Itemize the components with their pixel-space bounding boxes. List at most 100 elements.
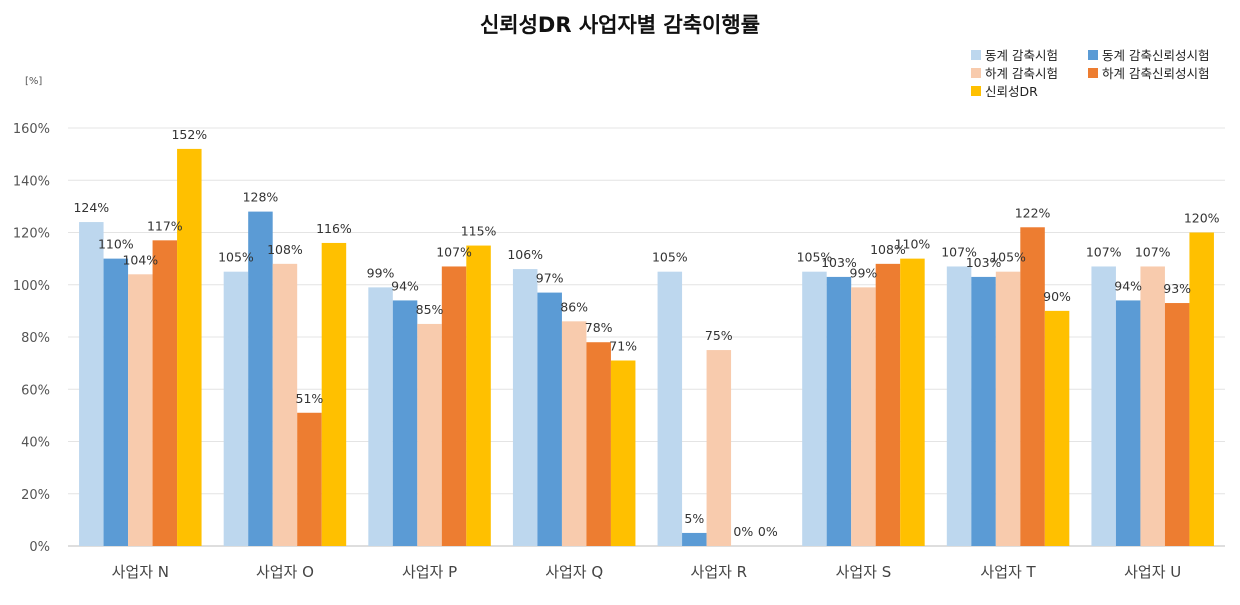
data-label: 120% [1184,211,1220,226]
x-axis-categories: 사업자 N 사업자 O 사업자 P 사업자 Q 사업자 R 사업자 S 사업자 T 사업자 U [112,563,1182,581]
data-label: 86% [560,299,588,314]
bar [297,412,322,546]
bar [512,269,538,546]
data-label: 0% [733,524,753,539]
data-label: 107% [436,244,472,259]
y-tick-label: 160% [13,122,50,137]
data-label: 94% [391,278,419,293]
y-tick-label: 0% [29,540,50,555]
data-label: 103% [966,255,1002,270]
data-label: 107% [1135,244,1171,259]
data-label: 99% [850,265,878,280]
y-tick-label: 100% [13,279,50,294]
data-label: 105% [218,250,254,265]
bar [248,211,273,546]
x-category-label: 사업자 R [691,563,748,581]
bar [321,242,347,546]
data-label: 5% [684,511,704,526]
bar [875,263,901,546]
x-category-label: 사업자 U [1124,563,1181,581]
data-label: 110% [98,237,134,252]
x-category-label: 사업자 O [256,563,314,581]
data-label: 0% [758,524,778,539]
legend-swatch [971,86,981,96]
x-category-label: 사업자 T [980,563,1036,581]
data-label: 85% [416,302,444,317]
data-label: 124% [73,200,109,215]
data-label: 105% [990,250,1026,265]
data-labels: 124%110%104%117%152%105%128%108%51%116%9… [73,127,1219,539]
data-label: 105% [797,250,833,265]
bar [177,148,202,546]
bar [995,271,1021,546]
data-label: 152% [171,127,207,142]
data-label: 108% [267,242,303,257]
bars [79,148,1214,547]
bar [152,240,178,546]
bar [1140,266,1165,546]
bar [851,287,876,546]
bar [1020,227,1045,546]
bar [826,276,852,546]
bar [971,276,996,546]
data-label: 90% [1043,289,1071,304]
data-label: 99% [367,265,395,280]
bar [1164,303,1190,546]
legend-swatch [971,50,981,60]
bar [1115,300,1141,546]
data-label: 106% [507,247,543,262]
bar [1044,310,1070,546]
data-label: 116% [316,221,352,236]
data-label: 117% [147,218,183,233]
data-label: 93% [1163,281,1191,296]
bar [103,258,129,546]
data-label: 75% [705,328,733,343]
y-tick-label: 20% [21,488,50,503]
x-category-label: 사업자 N [112,563,169,581]
x-category-label: 사업자 S [836,563,892,581]
bar [657,271,683,546]
bar [441,266,467,546]
data-label: 107% [941,244,977,259]
data-label: 107% [1086,244,1122,259]
bar [368,287,393,546]
data-label: 103% [821,255,857,270]
bar [466,245,491,546]
chart-title: 신뢰성DR 사업자별 감축이행률 [480,13,760,37]
legend-label: 동계 감축신뢰성시험 [1102,48,1209,63]
bar [223,271,249,546]
bar [610,360,636,546]
data-label: 104% [122,252,158,267]
data-label: 71% [609,339,637,354]
x-category-label: 사업자 P [402,563,457,581]
data-label: 51% [296,391,324,406]
bar [392,300,418,546]
bar [79,222,104,547]
y-tick-label: 120% [13,227,50,242]
x-category-label: 사업자 Q [545,563,603,581]
y-tick-label: 60% [21,383,50,398]
bar [586,342,611,546]
bar [900,258,925,546]
y-tick-label: 80% [21,331,50,346]
data-label: 94% [1114,278,1142,293]
data-label: 105% [652,250,688,265]
y-tick-label: 40% [21,436,50,451]
bar [1091,266,1116,546]
bar [946,266,972,546]
bar [128,274,153,546]
legend-swatch [1088,68,1098,78]
legend-label: 동계 감축시험 [985,48,1058,63]
data-label: 122% [1015,205,1051,220]
bar [682,532,707,546]
bar [1189,232,1214,546]
legend-label: 하계 감축신뢰성시험 [1102,66,1209,81]
y-tick-label: 140% [13,174,50,189]
bar [272,263,298,546]
data-label: 78% [585,320,613,335]
data-label: 110% [895,237,931,252]
bar [706,350,732,546]
bar [417,323,442,546]
